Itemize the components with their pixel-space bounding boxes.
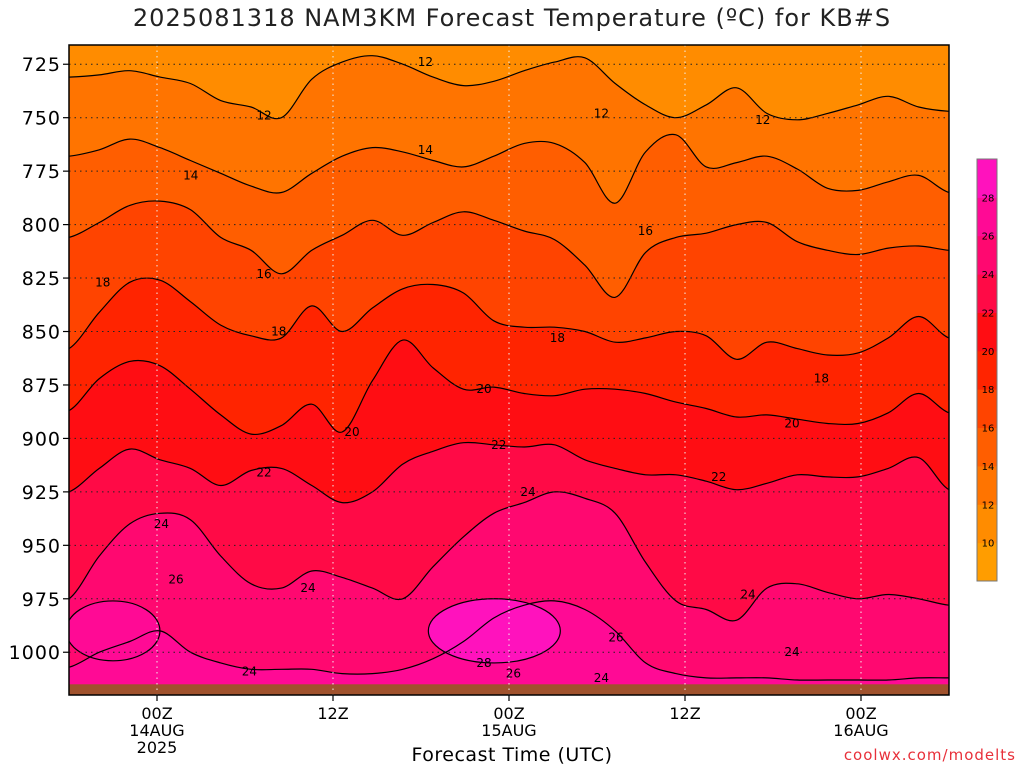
colorbar-swatch xyxy=(977,504,997,544)
temp-band-24 xyxy=(69,491,949,695)
y-axis: 725 750 775 800 825 850 875 900 925 950 975 1000 xyxy=(9,54,69,664)
colorbar-swatch xyxy=(977,542,997,582)
colorbar-tick-label: 10 xyxy=(982,539,995,550)
y-tick-label: 900 xyxy=(22,428,61,450)
chart-title: 2025081318 NAM3KM Forecast Temperature (… xyxy=(132,4,892,32)
colorbar-swatch xyxy=(977,235,997,275)
colorbar-tick-label: 26 xyxy=(982,232,995,243)
warm-pocket-layer xyxy=(69,598,561,664)
contour-label: 24 xyxy=(242,664,257,678)
contour-label: 24 xyxy=(154,517,169,531)
contour-label: 20 xyxy=(784,416,799,430)
isotherm-20 xyxy=(69,339,949,436)
contour-label-layer: 12 12 12 12 14 14 16 16 18 18 18 18 20 20 20 22 22 22 24 24… xyxy=(95,55,829,685)
colorbar-swatch xyxy=(977,274,997,313)
contour-label: 20 xyxy=(344,425,359,439)
contour-label: 26 xyxy=(506,667,521,681)
x-tick-label: 15AUG xyxy=(481,721,536,740)
contour-label: 18 xyxy=(95,275,110,289)
y-tick-label: 750 xyxy=(22,108,61,130)
contour-label: 12 xyxy=(418,55,433,69)
x-tick-label: 2025 xyxy=(137,738,178,757)
colorbar-tick-label: 16 xyxy=(982,424,995,435)
contour-label: 16 xyxy=(256,267,271,281)
colorbar-frame xyxy=(976,158,998,582)
contour-label: 18 xyxy=(271,325,286,339)
x-tick-label: 00Z xyxy=(493,704,524,723)
colorbar-tick-label: 18 xyxy=(982,385,995,396)
y-tick-label: 950 xyxy=(22,535,61,557)
contour-label: 18 xyxy=(550,331,565,345)
y-tick-label: 825 xyxy=(22,268,61,290)
x-tick-label: 12Z xyxy=(669,704,700,723)
warm-pocket-28 xyxy=(427,598,561,664)
contour-label: 26 xyxy=(608,630,623,644)
isotherm-16 xyxy=(69,200,949,298)
contour-label: 14 xyxy=(418,143,433,157)
contour-label: 24 xyxy=(520,485,535,499)
contour-label: 24 xyxy=(594,671,609,685)
y-tick-label: 725 xyxy=(22,54,61,76)
contour-label: 24 xyxy=(300,581,315,595)
y-tick-label: 925 xyxy=(22,482,61,504)
colorbar-swatch xyxy=(977,350,997,390)
x-axis-label: Forecast Time (UTC) xyxy=(411,744,613,766)
contour-label: 22 xyxy=(256,466,271,480)
colorbar: 10 12 14 16 18 20 22 24 26 28 xyxy=(976,158,998,582)
x-tick-label: 16AUG xyxy=(833,721,888,740)
colorbar-tick-label: 12 xyxy=(982,500,995,511)
colorbar-tick-label: 22 xyxy=(982,308,995,319)
y-tick-label: 775 xyxy=(22,161,61,183)
contour-label: 20 xyxy=(476,382,491,396)
isotherm-layer xyxy=(69,55,949,681)
grid-layer xyxy=(69,45,949,695)
isotherm-22 xyxy=(69,441,949,504)
x-tick-label: 00Z xyxy=(845,704,876,723)
contour-label: 12 xyxy=(755,113,770,127)
contour-label: 22 xyxy=(711,470,726,484)
isotherm-26 xyxy=(69,600,949,681)
y-tick-label: 875 xyxy=(22,375,61,397)
contour-label: 24 xyxy=(784,645,799,659)
contour-label: 26 xyxy=(168,573,183,587)
colorbar-tick-label: 24 xyxy=(982,270,995,281)
y-tick-label: 850 xyxy=(22,322,61,344)
contour-label: 18 xyxy=(814,372,829,386)
isotherm-14 xyxy=(69,133,949,204)
colorbar-swatch xyxy=(977,159,997,198)
y-tick-label: 975 xyxy=(22,589,61,611)
colorbar-swatch xyxy=(977,389,997,429)
contour-label: 12 xyxy=(594,106,609,120)
colorbar-tick-label: 20 xyxy=(982,347,995,358)
colorbar-tick-label: 14 xyxy=(982,462,995,473)
x-tick-label: 00Z xyxy=(141,704,172,723)
colorbar-tick-label: 28 xyxy=(982,193,995,204)
isotherm-12 xyxy=(69,55,949,121)
y-tick-label: 800 xyxy=(22,215,61,237)
contour-label: 28 xyxy=(476,656,491,670)
colorbar-swatch xyxy=(977,465,997,505)
x-tick-label: 14AUG xyxy=(129,721,184,740)
colorbar-swatch xyxy=(977,197,997,237)
colorbar-swatch xyxy=(977,312,997,352)
contour-label: 16 xyxy=(638,224,653,238)
contour-label: 22 xyxy=(491,438,506,452)
contour-label: 24 xyxy=(740,588,755,602)
y-tick-label: 1000 xyxy=(9,642,61,664)
contour-label: 12 xyxy=(256,109,271,123)
colorbar-swatch xyxy=(977,427,997,467)
contour-label: 14 xyxy=(183,168,198,182)
x-tick-label: 12Z xyxy=(317,704,348,723)
credit-link[interactable]: coolwx.com/modelts xyxy=(843,746,1016,764)
